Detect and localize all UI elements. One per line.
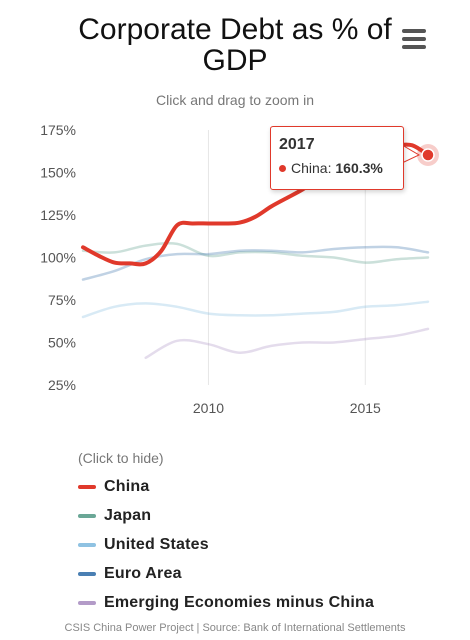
chart-plot[interactable]: 2010 2015 25% 50% 75% 100% 125% 150% 175%	[0, 0, 470, 440]
series-line-united-states	[81, 300, 430, 319]
series-line-japan	[81, 242, 430, 264]
menu-bar	[402, 29, 426, 33]
credits[interactable]: CSIS China Power Project | Source: Bank …	[64, 622, 406, 634]
legend-swatch	[78, 484, 96, 489]
legend-label: Emerging Economies minus China	[104, 593, 375, 611]
legend-item-japan[interactable]: Japan	[78, 501, 374, 530]
tooltip-separator: :	[327, 160, 332, 176]
legend-label: China	[104, 477, 150, 495]
legend-label: Japan	[104, 506, 152, 524]
menu-bar	[402, 45, 426, 49]
y-tick-label: 125%	[40, 207, 76, 223]
y-tick-label: 150%	[40, 165, 76, 181]
menu-bar	[402, 37, 426, 41]
legend-item-emerging-economies-minus-china[interactable]: Emerging Economies minus China	[78, 588, 374, 617]
chart-tooltip: 2017 China: 160.3%	[270, 126, 404, 190]
y-tick-label: 175%	[40, 122, 76, 138]
legend-label: United States	[104, 535, 209, 553]
series-line-euro-area	[81, 245, 430, 281]
legend-hint: (Click to hide)	[78, 450, 164, 466]
x-tick-label: 2010	[193, 400, 224, 416]
chart-title: Corporate Debt as % of GDP	[78, 13, 392, 77]
legend-swatch	[78, 571, 96, 576]
legend-item-united-states[interactable]: United States	[78, 530, 374, 559]
x-tick-label: 2015	[350, 400, 381, 416]
y-tick-label: 100%	[40, 250, 76, 266]
tooltip-year: 2017	[279, 136, 315, 153]
hamburger-menu-icon[interactable]	[402, 29, 426, 49]
legend-item-euro-area[interactable]: Euro Area	[78, 559, 374, 588]
highlight-point	[421, 148, 435, 162]
legend-swatch	[78, 600, 96, 605]
tooltip-series-dot	[279, 164, 286, 172]
legend-swatch	[78, 542, 96, 547]
y-tick-label: 50%	[48, 335, 76, 351]
y-tick-label: 75%	[48, 292, 76, 308]
series-line-emerging-economies-minus-china	[144, 327, 430, 360]
legend-swatch	[78, 513, 96, 518]
zoom-hint: Click and drag to zoom in	[156, 92, 314, 108]
legend-label: Euro Area	[104, 564, 182, 582]
y-tick-label: 25%	[48, 377, 76, 393]
tooltip-row: China: 160.3%	[279, 160, 383, 176]
tooltip-series-name: China	[291, 160, 328, 176]
legend-item-china[interactable]: China	[78, 472, 374, 501]
legend: China Japan United States Euro Area Emerging…	[78, 472, 374, 617]
tooltip-value: 160.3%	[335, 160, 383, 176]
